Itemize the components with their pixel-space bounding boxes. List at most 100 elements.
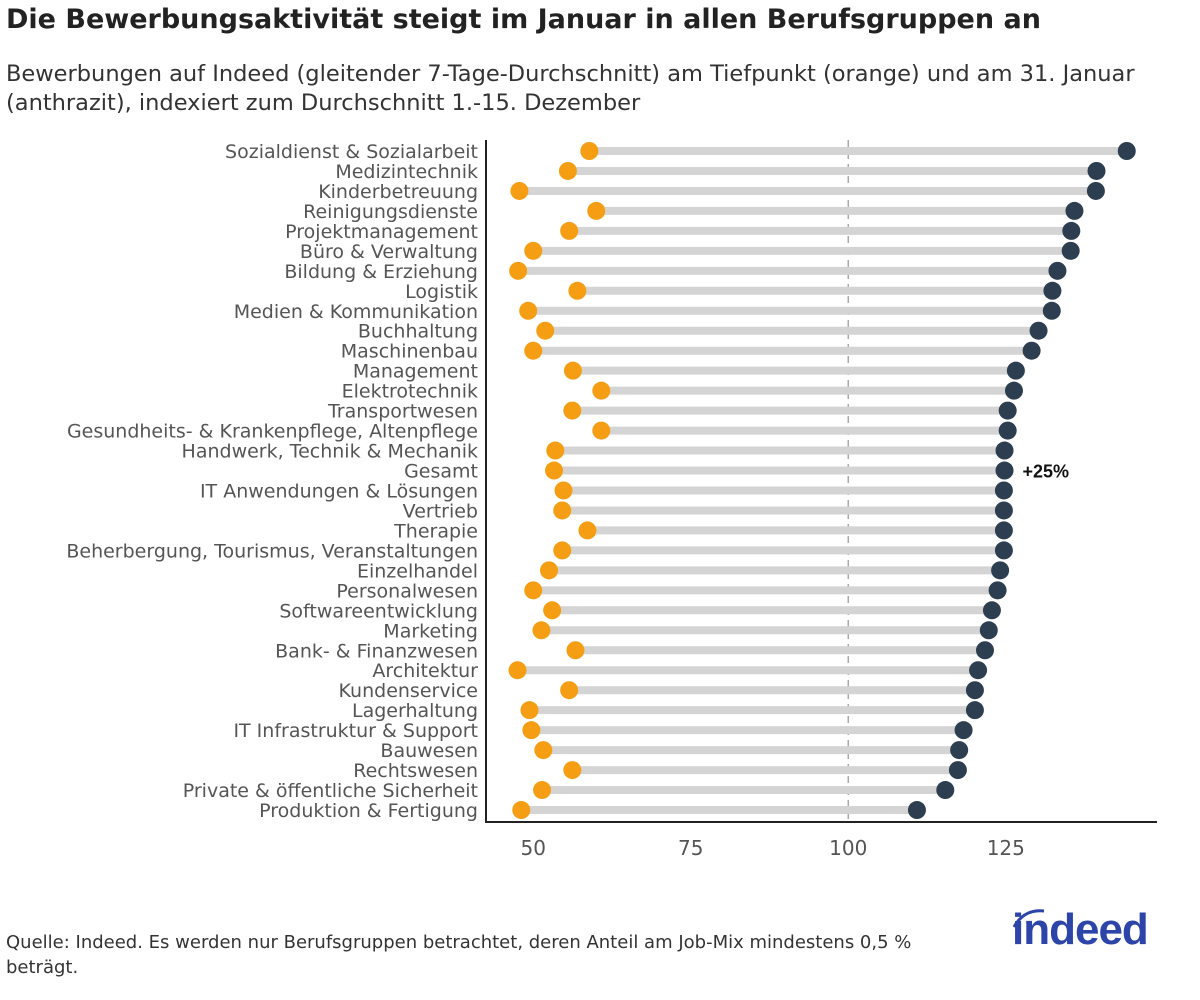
end-point <box>1029 321 1048 340</box>
end-point <box>975 641 994 660</box>
category-label: Bildung & Erziehung <box>284 261 478 283</box>
category-label: Büro & Verwaltung <box>300 241 478 263</box>
category-label: Sozialdienst & Sozialarbeit <box>225 141 478 163</box>
low-point <box>560 221 579 240</box>
category-label: Softwareentwicklung <box>279 600 478 622</box>
category-label: Kundenservice <box>339 680 478 702</box>
low-point <box>563 761 582 780</box>
low-point <box>554 481 573 500</box>
end-point <box>1022 341 1041 360</box>
category-label: Personalwesen <box>336 580 478 602</box>
end-point <box>994 541 1013 560</box>
end-point <box>1117 142 1136 160</box>
end-point <box>1062 221 1081 240</box>
x-tick-label: 50 <box>521 836 546 860</box>
category-label: Kinderbetreuung <box>318 181 478 203</box>
end-point <box>1006 361 1025 380</box>
low-point <box>524 341 543 360</box>
end-point <box>948 761 967 780</box>
low-point <box>543 601 562 620</box>
low-point <box>580 142 599 160</box>
category-label: Elektrotechnik <box>342 381 478 403</box>
end-point <box>1087 161 1106 180</box>
end-point <box>982 601 1001 620</box>
low-point <box>536 321 555 340</box>
category-label: Private & öffentliche Sicherheit <box>183 780 478 802</box>
category-label: Therapie <box>393 520 478 542</box>
end-point <box>994 501 1013 520</box>
category-label: Gesamt <box>404 461 478 483</box>
x-tick-label: 75 <box>678 836 703 860</box>
annotation-label: +25% <box>1023 462 1070 482</box>
logo-text: indeed <box>1012 905 1149 954</box>
low-point <box>519 301 538 320</box>
low-point <box>532 621 551 640</box>
category-label: Management <box>353 361 478 383</box>
end-point <box>954 721 973 740</box>
end-point <box>1065 201 1084 220</box>
category-label: Medien & Kommunikation <box>234 301 478 323</box>
end-point <box>950 741 969 760</box>
end-point <box>994 521 1013 540</box>
low-point <box>563 361 582 380</box>
low-point <box>540 561 559 580</box>
end-point <box>979 621 998 640</box>
low-point <box>553 501 572 520</box>
low-point <box>510 181 529 200</box>
indeed-logo: indeed <box>1010 905 1170 955</box>
category-label: Handwerk, Technik & Mechanik <box>182 441 478 463</box>
low-point <box>509 261 528 280</box>
category-label: IT Anwendungen & Lösungen <box>200 480 478 502</box>
category-label: Bauwesen <box>380 740 478 762</box>
low-point <box>546 441 565 460</box>
low-point <box>578 521 597 540</box>
low-point <box>533 781 552 800</box>
low-point <box>566 641 585 660</box>
category-label: Gesundheits- & Krankenpflege, Altenpfleg… <box>67 421 478 443</box>
category-label: IT Infrastruktur & Support <box>233 720 478 742</box>
end-point <box>1042 301 1061 320</box>
category-label: Beherbergung, Tourismus, Veranstaltungen <box>66 540 478 562</box>
end-point <box>965 681 984 700</box>
category-label: Architektur <box>372 660 478 682</box>
low-point <box>592 381 611 400</box>
end-point <box>969 661 988 680</box>
low-point <box>534 741 553 760</box>
low-point <box>508 661 527 680</box>
low-point <box>524 241 543 260</box>
end-point <box>1048 261 1067 280</box>
category-label: Einzelhandel <box>357 560 478 582</box>
low-point <box>560 681 579 700</box>
end-point <box>1086 181 1105 200</box>
low-point <box>563 401 582 420</box>
end-point <box>991 561 1010 580</box>
low-point <box>587 201 606 220</box>
category-label: Projektmanagement <box>285 221 478 243</box>
end-point <box>965 701 984 720</box>
category-label: Lagerhaltung <box>352 700 478 722</box>
low-point <box>592 421 611 440</box>
category-label: Maschinenbau <box>341 341 478 363</box>
category-label: Reinigungsdienste <box>303 201 478 223</box>
end-point <box>936 781 955 800</box>
end-point <box>994 481 1013 500</box>
low-point <box>568 281 587 300</box>
low-point <box>512 801 531 820</box>
category-label: Produktion & Fertigung <box>259 800 478 822</box>
low-point <box>545 461 564 480</box>
end-point <box>995 461 1014 480</box>
end-point <box>995 441 1014 460</box>
low-point <box>558 161 577 180</box>
dumbbell-chart: Sozialdienst & SozialarbeitMedizintechni… <box>66 140 1157 860</box>
chart-title: Die Bewerbungsaktivität steigt im Januar… <box>6 4 1041 35</box>
x-tick-label: 125 <box>987 836 1025 860</box>
category-label: Logistik <box>405 281 478 303</box>
category-label: Rechtswesen <box>353 760 478 782</box>
end-point <box>1043 281 1062 300</box>
low-point <box>553 541 572 560</box>
category-label: Vertrieb <box>403 500 478 522</box>
category-label: Buchhaltung <box>358 321 478 343</box>
category-label: Bank- & Finanzwesen <box>275 640 478 662</box>
category-label: Marketing <box>383 620 478 642</box>
low-point <box>524 581 543 600</box>
